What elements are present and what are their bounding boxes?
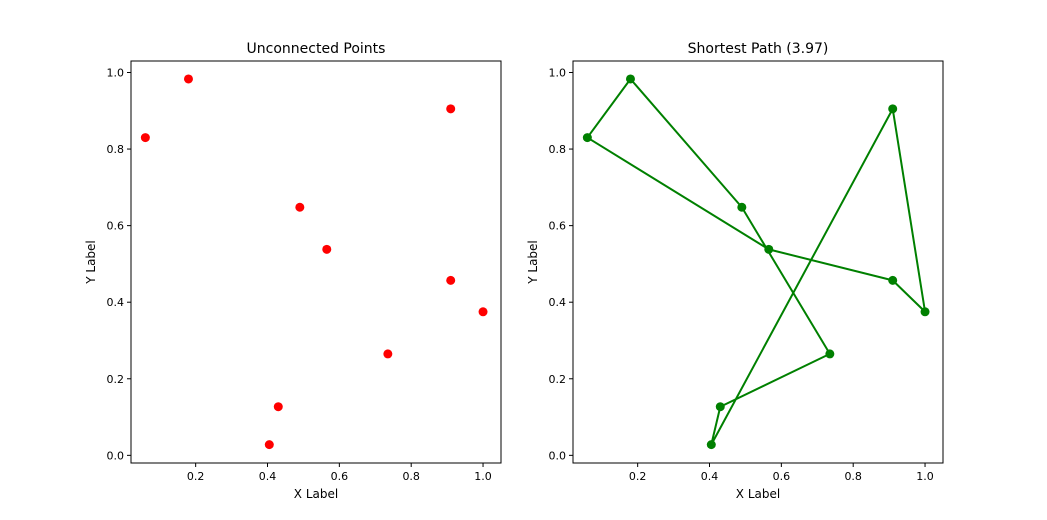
path-plot-x-axis-label: X Label	[736, 487, 780, 501]
scatter-plot-x-tick-label: 0.4	[259, 470, 277, 483]
path-plot-point	[737, 202, 747, 212]
scatter-plot-x-tick-label: 0.6	[331, 470, 349, 483]
path-plot-axes-frame	[572, 60, 944, 464]
scatter-plot-y-tick-label: 0.6	[107, 220, 125, 233]
path-plot-y-tick-label: 0.0	[549, 449, 567, 462]
scatter-plot-x-tick-label: 0.2	[187, 470, 205, 483]
path-plot-point	[715, 402, 725, 412]
scatter-plot-x-tick-label: 1.0	[474, 470, 492, 483]
scatter-plot-panel: Unconnected Points X Label Y Label 0.2 0.…	[84, 41, 502, 501]
path-plot-title: Shortest Path (3.97)	[688, 41, 829, 57]
path-plot-point	[888, 275, 898, 285]
path-plot-point	[582, 133, 592, 143]
scatter-plot-point	[183, 74, 193, 84]
scatter-plot-point	[264, 440, 274, 450]
path-plot-marks	[582, 74, 930, 450]
path-plot-point	[825, 349, 835, 359]
path-plot-ticks: 0.2 0.4 0.6 0.8 1.0 0.0 0.2 0.4 0.6 0.8 1.0	[549, 66, 934, 483]
path-plot-point	[764, 244, 774, 254]
path-plot-panel: Shortest Path (3.97) X Label Y Label 0.2…	[526, 41, 944, 501]
path-plot-x-tick-label: 0.6	[773, 470, 791, 483]
path-plot-point	[888, 104, 898, 114]
scatter-plot-y-tick-label: 0.0	[107, 449, 125, 462]
path-plot-y-tick-label: 0.8	[549, 143, 567, 156]
path-plot-y-tick-label: 0.4	[549, 296, 567, 309]
path-plot-x-tick-label: 0.2	[629, 470, 647, 483]
path-plot-x-tick-label: 0.4	[701, 470, 719, 483]
path-plot-point	[920, 307, 930, 317]
scatter-plot-point	[383, 349, 393, 359]
scatter-plot-x-tick-label: 0.8	[402, 470, 420, 483]
scatter-plot-point	[273, 402, 283, 412]
scatter-plot-y-tick-label: 1.0	[107, 66, 125, 79]
path-plot-x-tick-label: 0.8	[844, 470, 862, 483]
path-plot-y-tick-label: 1.0	[549, 66, 567, 79]
scatter-plot-y-tick-label: 0.4	[107, 296, 125, 309]
scatter-plot-y-tick-label: 0.2	[107, 373, 125, 386]
path-plot-point	[625, 74, 635, 84]
scatter-plot-title: Unconnected Points	[247, 41, 386, 57]
scatter-plot-point	[140, 133, 150, 143]
scatter-plot-point	[446, 104, 456, 114]
path-plot-y-axis-label: Y Label	[526, 240, 540, 285]
scatter-plot-x-axis-label: X Label	[294, 487, 338, 501]
scatter-plot-point	[446, 275, 456, 285]
path-plot-y-tick-label: 0.2	[549, 373, 567, 386]
path-plot-x-tick-label: 1.0	[916, 470, 934, 483]
scatter-plot-point	[322, 244, 332, 254]
scatter-plot-point	[478, 307, 488, 317]
scatter-plot-y-axis-label: Y Label	[84, 240, 98, 285]
scatter-plot-y-tick-label: 0.8	[107, 143, 125, 156]
scatter-plot-axes-frame	[130, 60, 502, 464]
scatter-plot-ticks: 0.2 0.4 0.6 0.8 1.0 0.0 0.2 0.4 0.6 0.8 1.0	[107, 66, 492, 483]
path-plot-y-tick-label: 0.6	[549, 220, 567, 233]
scatter-plot-point	[295, 202, 305, 212]
path-plot-point	[706, 440, 716, 450]
scatter-plot-points	[140, 74, 488, 450]
